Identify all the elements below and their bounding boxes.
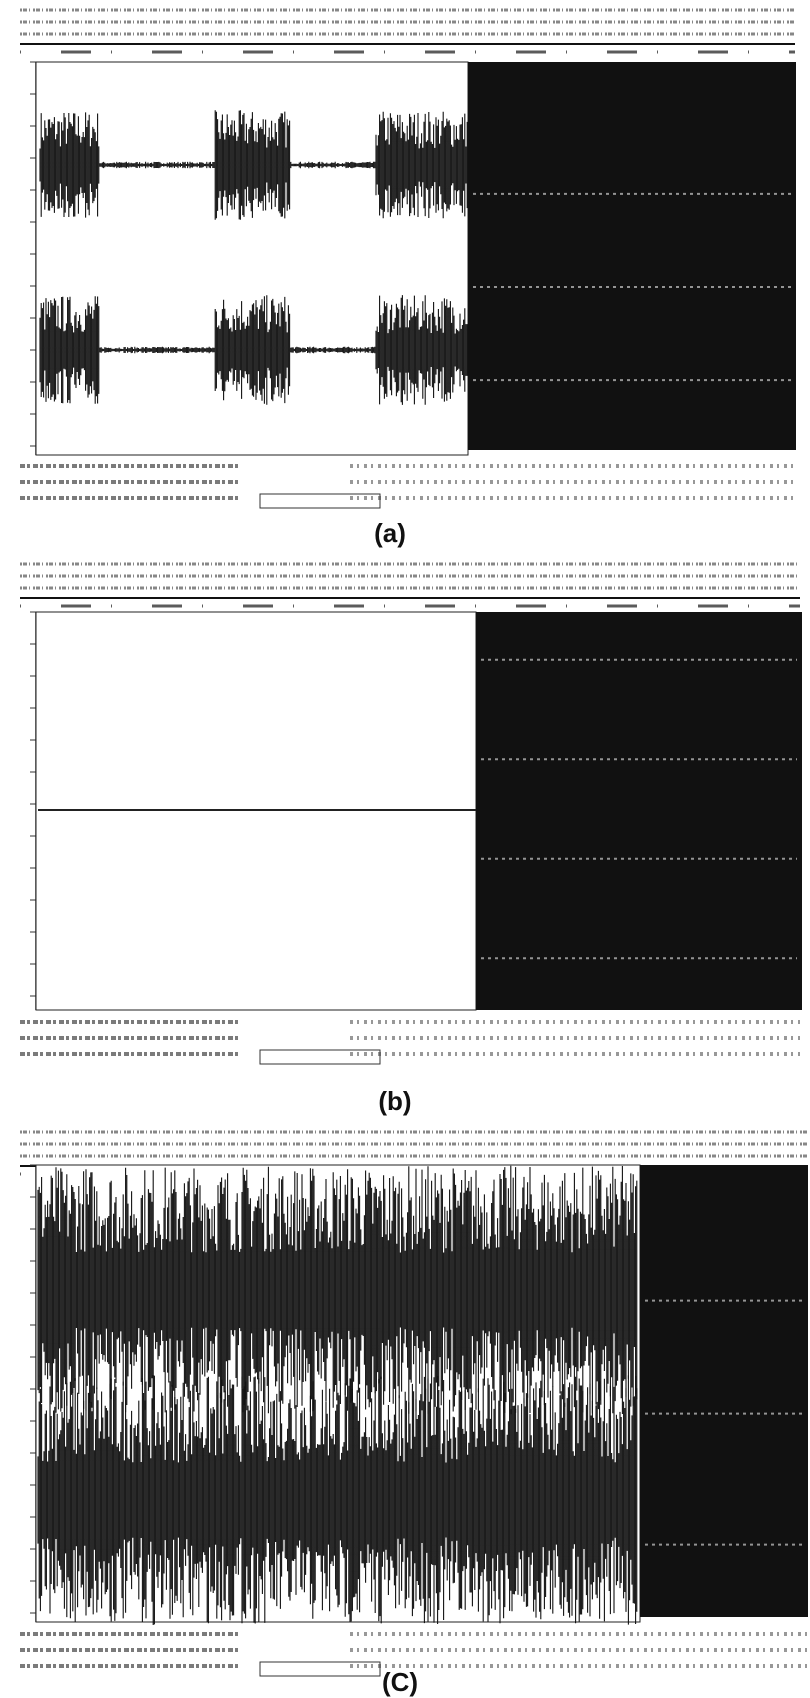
panel-caption: (a) — [374, 518, 406, 548]
panel-caption: (b) — [378, 1086, 411, 1116]
status-button — [259, 1661, 381, 1677]
spectrogram — [468, 62, 796, 450]
panel-caption: (C) — [382, 1667, 418, 1697]
waveform — [37, 1165, 638, 1415]
spectrogram — [640, 1165, 808, 1617]
waveform — [37, 1375, 638, 1625]
waveform — [39, 295, 468, 405]
spectrogram — [476, 612, 802, 1010]
status-button — [259, 1049, 381, 1065]
waveform — [39, 110, 468, 220]
status-button — [259, 493, 381, 509]
